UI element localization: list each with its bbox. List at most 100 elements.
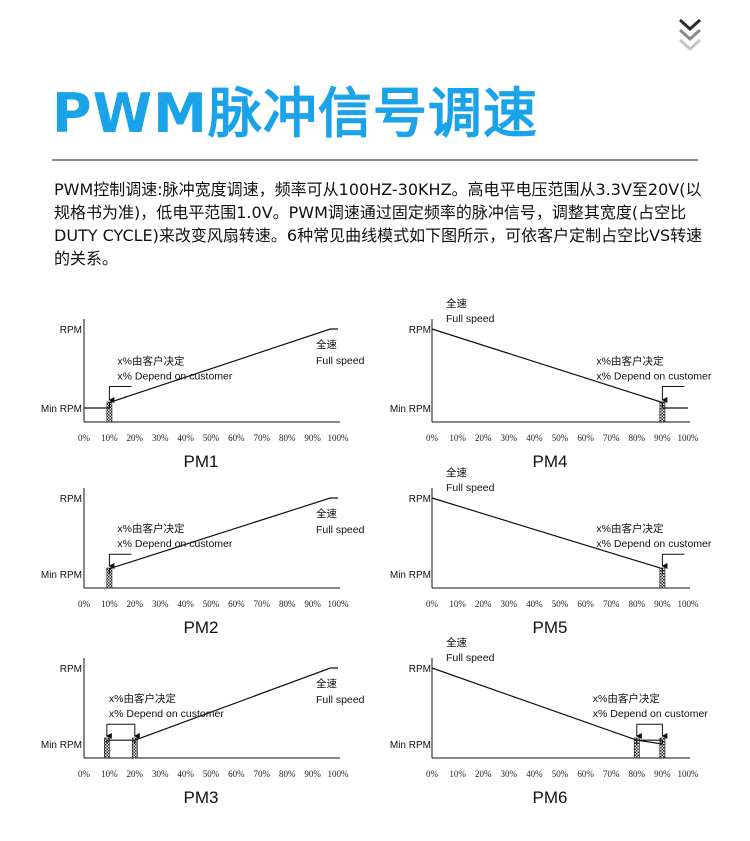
x-tick-label: 60%: [228, 599, 245, 609]
chart-pm2: RPM Min RPM 0% 10% 20% 30% 40% 50% 60% 70% 80% 90% 1…: [41, 488, 365, 637]
x-tick-label: 20%: [127, 599, 144, 609]
chart-name: PM6: [533, 788, 568, 807]
full-speed-cn: 全速: [446, 297, 467, 310]
x-tick-label: 10%: [101, 769, 118, 779]
x-tick-label: 0%: [78, 433, 91, 443]
full-speed-cn: 全速: [316, 677, 337, 690]
annotation-cn: x%由客户决定: [117, 522, 185, 535]
x-tick-label: 90%: [654, 769, 671, 779]
x-tick-label: 40%: [177, 769, 194, 779]
chart-name: PM5: [533, 618, 568, 637]
x-tick-label: 90%: [304, 433, 321, 443]
x-tick-label: 100%: [678, 599, 700, 609]
y-label-min-rpm: Min RPM: [41, 404, 82, 415]
annotation-arrow: [661, 386, 685, 403]
x-tick-label: 30%: [501, 769, 518, 779]
x-tick-label: 40%: [177, 599, 194, 609]
chart-name: PM4: [533, 452, 568, 471]
annotation-cn: x%由客户决定: [117, 355, 185, 368]
full-speed-en: Full speed: [316, 524, 365, 536]
y-label-rpm: RPM: [60, 494, 82, 505]
x-tick-label: 50%: [552, 433, 569, 443]
annotation-arrow: [108, 386, 132, 403]
y-label-min-rpm: Min RPM: [390, 570, 431, 581]
x-tick-label: 60%: [228, 769, 245, 779]
x-tick-label: 70%: [254, 769, 271, 779]
x-tick-label: 20%: [475, 769, 492, 779]
x-tick-label: 30%: [501, 433, 518, 443]
chart-pm6: RPM Min RPM 0% 10% 20% 30% 40% 50% 60% 70% 80% 90% 1…: [390, 636, 708, 807]
speed-curve: [106, 667, 338, 744]
x-tick-label: 90%: [654, 433, 671, 443]
y-label-rpm: RPM: [60, 325, 82, 336]
x-tick-label: 30%: [152, 769, 169, 779]
x-tick-label: 100%: [328, 769, 350, 779]
x-tick-label: 70%: [603, 769, 620, 779]
x-tick-label: 40%: [526, 433, 543, 443]
description-text: PWM控制调速:脉冲宽度调速，频率可从100HZ-30KHZ。高电平电压范围从3…: [54, 180, 703, 268]
speed-curve: [431, 667, 664, 745]
chart-pm4: RPM Min RPM 0% 10% 20% 30% 40% 50% 60% 70% 80% 90% 1…: [390, 297, 712, 471]
speed-curve: [431, 497, 664, 574]
full-speed-en: Full speed: [316, 355, 365, 367]
chart-pm5: RPM Min RPM 0% 10% 20% 30% 40% 50% 60% 70% 80% 90% 1…: [390, 466, 712, 637]
y-label-min-rpm: Min RPM: [390, 404, 431, 415]
x-tick-label: 50%: [203, 599, 220, 609]
x-tick-label: 20%: [127, 769, 144, 779]
full-speed-cn: 全速: [316, 338, 337, 351]
page-title: PWM脉冲信号调速: [52, 82, 538, 145]
y-label-rpm: RPM: [409, 664, 431, 675]
x-tick-label: 10%: [449, 599, 466, 609]
annotation-en: x% Depend on customer: [593, 708, 708, 720]
x-tick-label: 20%: [475, 599, 492, 609]
chart-name: PM1: [184, 452, 219, 471]
full-speed-en: Full speed: [446, 652, 495, 664]
x-tick-label: 40%: [526, 769, 543, 779]
x-tick-label: 10%: [449, 433, 466, 443]
x-tick-label: 80%: [629, 599, 646, 609]
x-tick-label: 100%: [678, 769, 700, 779]
annotation-arrow: [661, 553, 685, 569]
x-tick-label: 10%: [449, 769, 466, 779]
x-tick-label: 70%: [603, 599, 620, 609]
x-tick-label: 0%: [426, 769, 439, 779]
speed-curve: [431, 328, 688, 409]
annotation-en: x% Depend on customer: [596, 371, 711, 383]
annotation-arrow: [108, 553, 132, 569]
annotation-en: x% Depend on customer: [117, 538, 232, 550]
x-tick-label: 30%: [152, 433, 169, 443]
x-tick-label: 30%: [152, 599, 169, 609]
x-tick-label: 0%: [78, 769, 91, 779]
full-speed-cn: 全速: [446, 466, 467, 479]
x-tick-label: 80%: [629, 433, 646, 443]
y-label-min-rpm: Min RPM: [390, 740, 431, 751]
double-chevron-down-icon[interactable]: [676, 16, 704, 54]
annotation-cn: x%由客户决定: [596, 355, 664, 368]
x-tick-label: 60%: [228, 433, 245, 443]
x-tick-label: 70%: [603, 433, 620, 443]
x-tick-label: 80%: [279, 599, 296, 609]
full-speed-en: Full speed: [446, 313, 495, 325]
x-tick-label: 60%: [577, 433, 594, 443]
x-tick-label: 50%: [203, 433, 220, 443]
full-speed-en: Full speed: [446, 482, 495, 494]
x-tick-label: 90%: [654, 599, 671, 609]
full-speed-en: Full speed: [316, 694, 365, 706]
x-tick-label: 10%: [101, 599, 118, 609]
annotation-en: x% Depend on customer: [109, 708, 224, 720]
x-tick-label: 20%: [127, 433, 144, 443]
x-tick-label: 40%: [177, 433, 194, 443]
annotation-en: x% Depend on customer: [117, 371, 232, 383]
annotation-cn: x%由客户决定: [593, 692, 661, 705]
x-tick-label: 50%: [203, 769, 220, 779]
x-tick-label: 90%: [304, 599, 321, 609]
x-tick-label: 20%: [475, 433, 492, 443]
x-tick-label: 100%: [328, 433, 350, 443]
y-label-rpm: RPM: [60, 664, 82, 675]
x-tick-label: 40%: [526, 599, 543, 609]
chart-name: PM2: [184, 618, 219, 637]
x-tick-label: 80%: [279, 433, 296, 443]
chart-name: PM3: [184, 788, 219, 807]
x-tick-label: 0%: [426, 433, 439, 443]
